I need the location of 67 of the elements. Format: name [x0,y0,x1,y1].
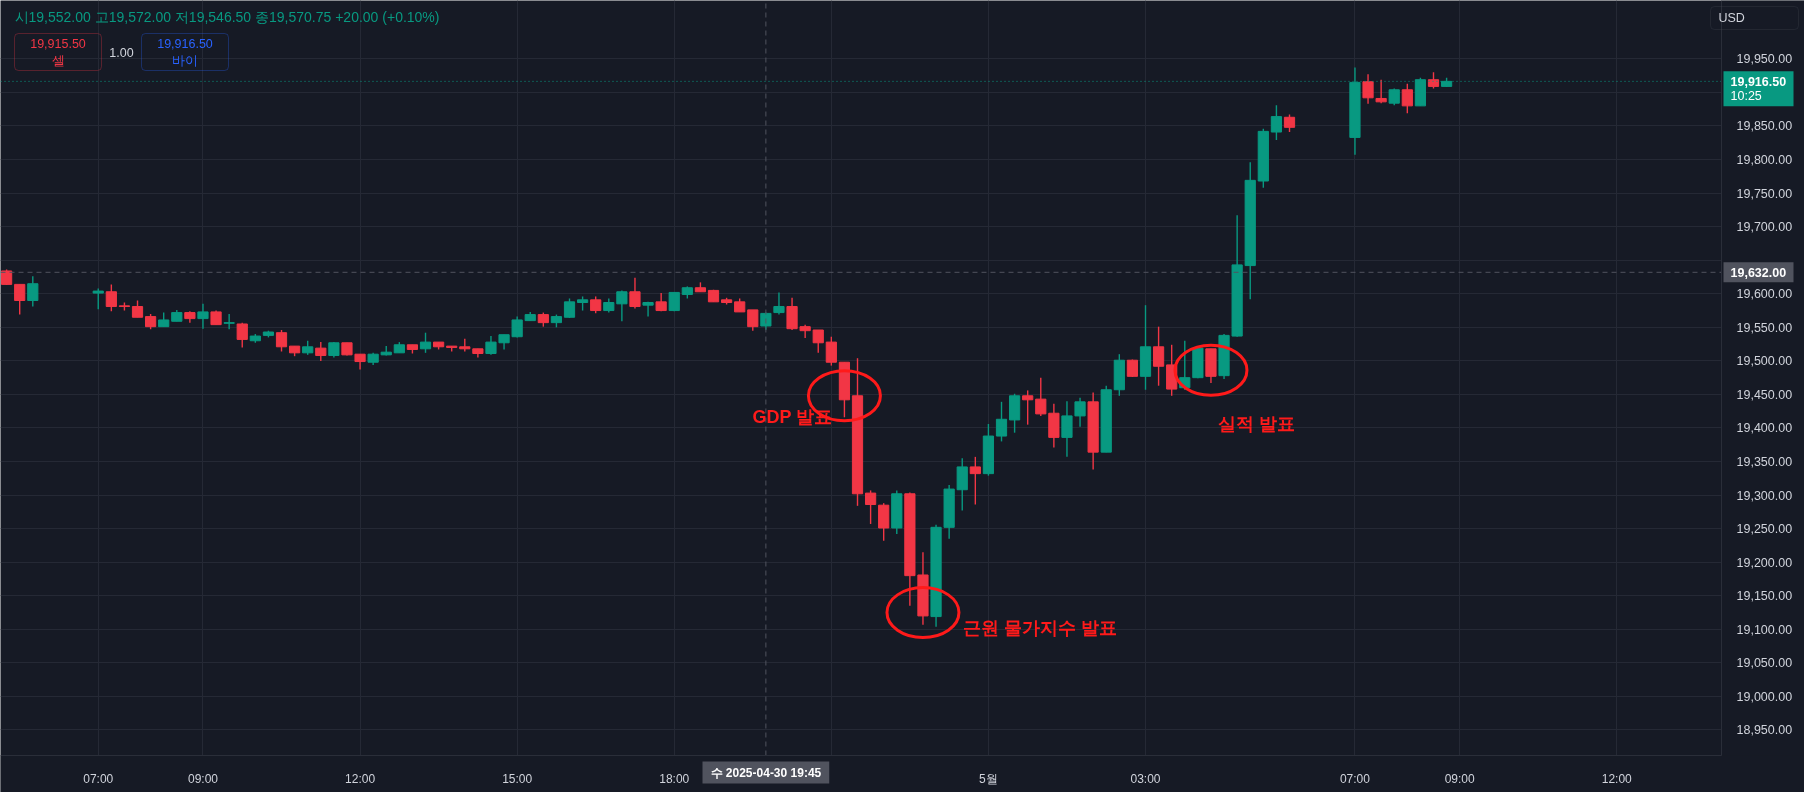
ref-line-label: 수 2025-04-30 19:45 [710,765,822,780]
x-tick-label: 07:00 [83,771,114,786]
candlestick [105,283,117,312]
y-tick-label: 19,300.00 [1736,488,1793,503]
y-tick-label: 19,050.00 [1736,656,1793,671]
candlestick [92,287,104,310]
y-tick-label: 19,000.00 [1736,689,1793,704]
candlestick [1375,78,1387,104]
y-tick-label: 19,800.00 [1736,153,1793,168]
candlestick [878,502,890,542]
x-tick-label: 18:00 [659,771,690,786]
candlestick [864,489,877,525]
candlestick [1362,73,1374,105]
candlestick [747,309,759,332]
candlestick [419,332,432,354]
y-tick-label: 19,700.00 [1736,220,1793,235]
candlestick [1061,400,1073,458]
y-tick-label: 19,500.00 [1736,354,1793,369]
candlestick [197,303,209,330]
x-tick-label: 5월 [979,771,998,786]
annotation: 1.00 [109,45,134,60]
candlestick [825,336,837,367]
y-tick-label: 19,750.00 [1736,186,1793,201]
candlestick [995,401,1008,443]
candlestick [1022,389,1034,426]
ref-line-label: 19,632.00 [1730,265,1787,280]
y-tick-label: 19,250.00 [1736,522,1793,537]
candlestick [1401,83,1413,114]
candlestick [563,297,576,319]
candlestick [629,276,641,310]
annotation: USD [1718,11,1745,25]
candlestick [236,321,248,349]
x-tick-label: 09:00 [187,771,219,786]
x-tick-label: 03:00 [1130,771,1161,786]
candlestick [275,329,288,353]
annotation: 19,916.50 바이 [157,37,213,68]
annotation: 실적 발표 [1217,414,1295,435]
y-tick-label: 19,600.00 [1736,287,1793,302]
ref-line-label: 19,916.50 10:25 [1730,74,1787,104]
y-tick-label: 19,200.00 [1736,555,1793,570]
candlestick [773,291,785,316]
x-tick-label: 15:00 [502,771,533,786]
candlestick [969,456,981,506]
candlestick [1270,104,1283,141]
candlestick [642,301,654,318]
y-tick-label: 19,400.00 [1736,421,1793,436]
y-tick-label: 19,950.00 [1736,52,1793,67]
x-tick-label: 07:00 [1339,771,1371,786]
candlestick [223,313,235,331]
candlestick [1074,397,1086,428]
text: 시19,552.00 고19,572.00 저19,546.50 종19,570.75 +20.00 (+0.10%) [14,8,440,25]
annotation: 19,915.50 셀 [30,37,86,68]
y-tick-label: 19,850.00 [1736,119,1793,134]
y-tick-label: 19,550.00 [1736,320,1793,335]
candlestick [315,341,327,362]
y-tick-label: 19,450.00 [1736,387,1793,402]
annotation: 근원 물가지수 발표 [962,617,1117,638]
candlestick [1152,325,1165,387]
candlestick [27,275,39,308]
candlestick [14,283,26,316]
x-tick-label: 12:00 [345,771,376,786]
y-tick-label: 19,150.00 [1736,589,1793,604]
x-tick-label: 12:00 [1601,771,1633,786]
x-tick-label: 09:00 [1444,771,1476,786]
y-tick-label: 19,350.00 [1736,455,1793,470]
y-tick-label: 19,100.00 [1736,622,1793,637]
y-tick-label: 18,950.00 [1736,723,1793,738]
